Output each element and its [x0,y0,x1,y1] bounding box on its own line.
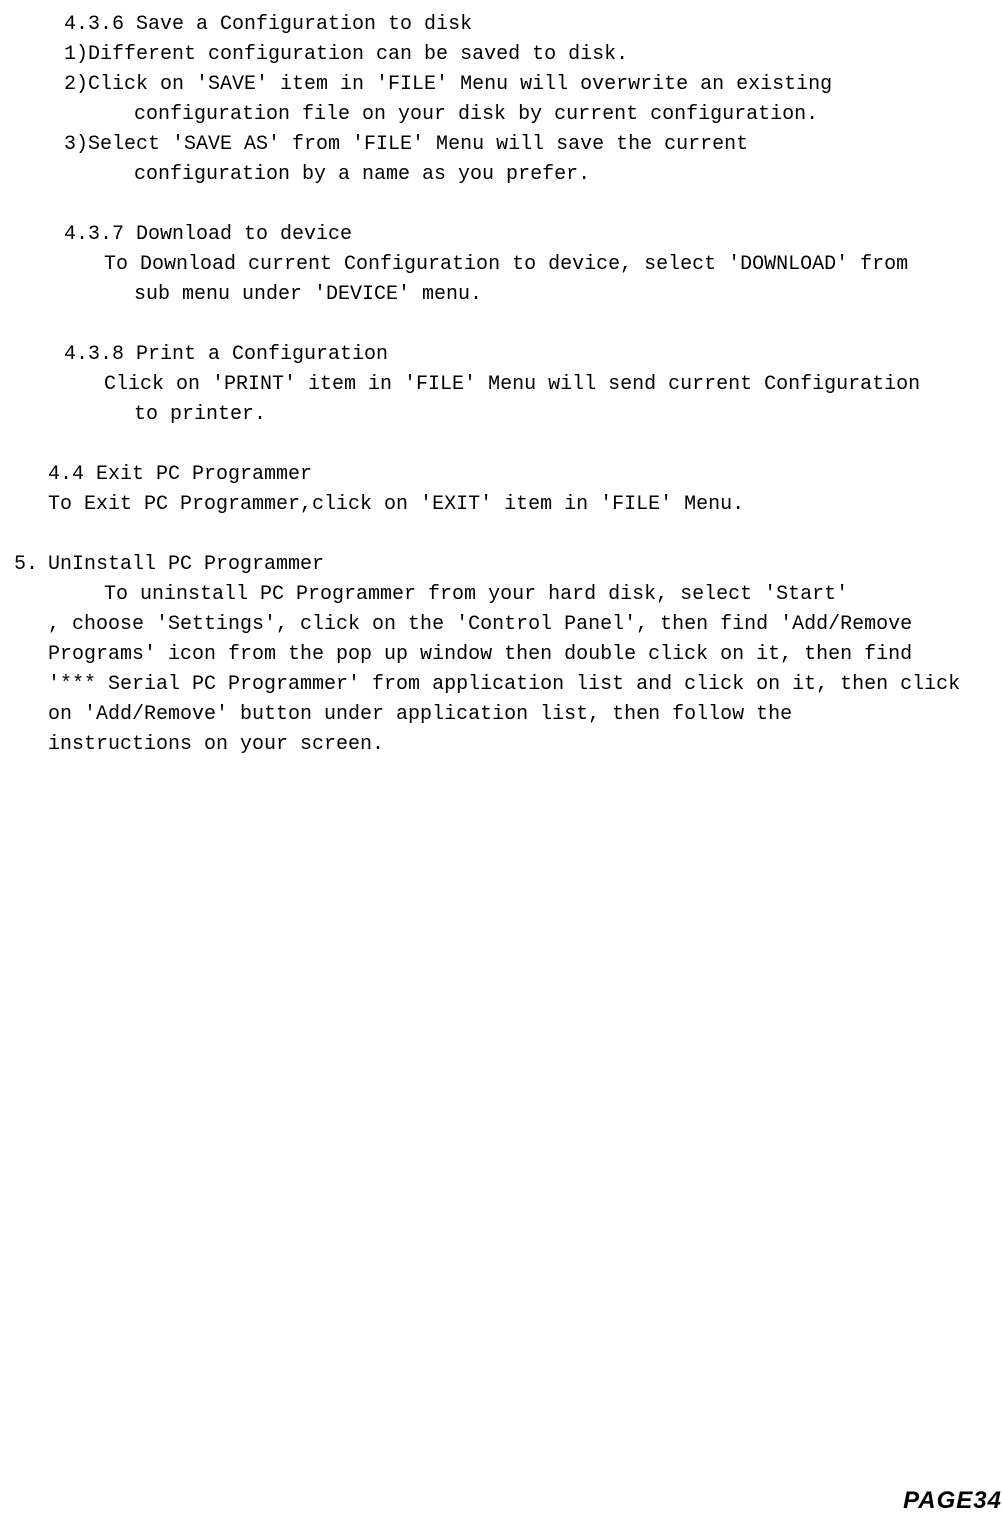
heading-5: 5. UnInstall PC Programmer [14,550,982,580]
body-text: 3)Select 'SAVE AS' from 'FILE' Menu will… [14,130,982,160]
body-text: to printer. [14,400,982,430]
body-text: '*** Serial PC Programmer' from applicat… [14,670,982,700]
body-text: on 'Add/Remove' button under application… [14,700,982,730]
chapter-number: 5. [14,550,48,580]
heading-4-4: 4.4 Exit PC Programmer [14,460,982,490]
heading-4-3-7: 4.3.7 Download to device [14,220,982,250]
blank-line [14,430,982,460]
body-text: 2)Click on 'SAVE' item in 'FILE' Menu wi… [14,70,982,100]
blank-line [14,520,982,550]
body-text: To Exit PC Programmer,click on 'EXIT' it… [14,490,982,520]
body-text: 1)Different configuration can be saved t… [14,40,982,70]
body-text: instructions on your screen. [14,730,982,760]
body-text: configuration by a name as you prefer. [14,160,982,190]
blank-line [14,190,982,220]
body-text: To uninstall PC Programmer from your har… [14,580,982,610]
body-text: configuration file on your disk by curre… [14,100,982,130]
chapter-title: UnInstall PC Programmer [48,550,324,580]
body-text: To Download current Configuration to dev… [14,250,982,280]
heading-4-3-6: 4.3.6 Save a Configuration to disk [14,10,982,40]
body-text: , choose 'Settings', click on the 'Contr… [14,610,982,640]
body-text: Click on 'PRINT' item in 'FILE' Menu wil… [14,370,982,400]
body-text: Programs' icon from the pop up window th… [14,640,982,670]
body-text: sub menu under 'DEVICE' menu. [14,280,982,310]
blank-line [14,310,982,340]
page-number: PAGE34 [903,1483,1002,1519]
heading-4-3-8: 4.3.8 Print a Configuration [14,340,982,370]
